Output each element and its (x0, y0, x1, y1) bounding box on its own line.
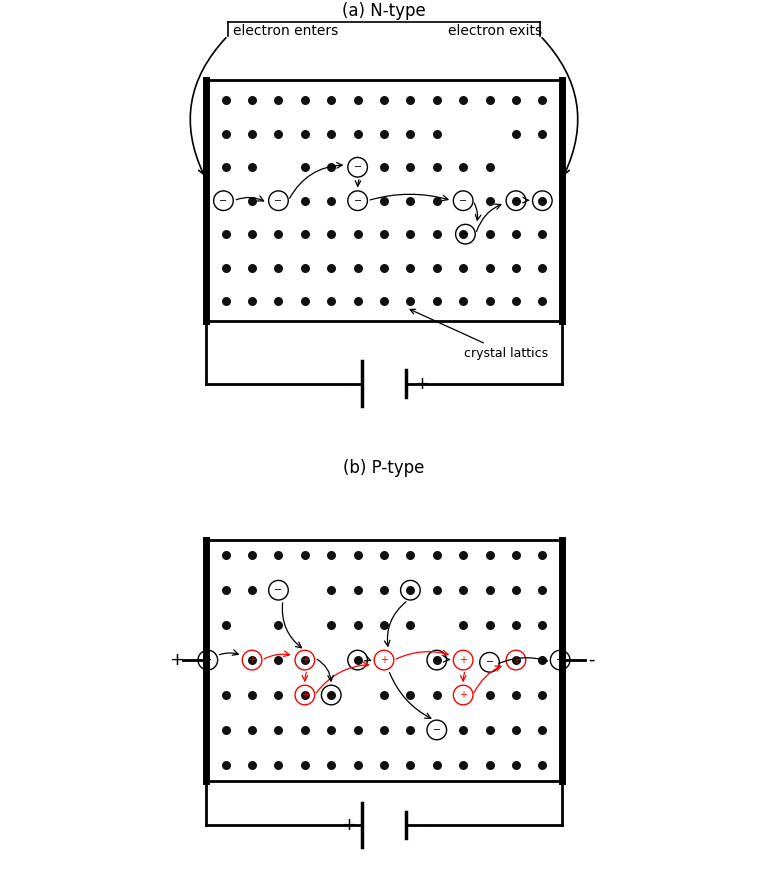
Text: +: + (459, 655, 467, 665)
Text: −: − (462, 229, 469, 239)
Bar (206, 80, 562, 321)
Text: −: − (556, 655, 564, 665)
Text: −: − (353, 195, 362, 206)
Text: -: - (588, 651, 594, 669)
Text: (a) N-type: (a) N-type (342, 2, 426, 21)
Text: −: − (274, 195, 283, 206)
Text: −: − (327, 690, 336, 700)
Bar (206, 540, 562, 780)
Text: −: − (204, 655, 212, 665)
Text: -: - (419, 816, 425, 834)
Text: +: + (301, 690, 309, 700)
Text: +: + (512, 655, 520, 665)
Text: −: − (406, 585, 415, 595)
Text: +: + (380, 655, 388, 665)
Text: electron exits: electron exits (449, 24, 542, 38)
Text: −: − (274, 585, 283, 595)
Text: +: + (341, 816, 356, 834)
Text: crystal lattics: crystal lattics (410, 310, 548, 359)
Text: +: + (169, 651, 184, 669)
Text: +: + (301, 655, 309, 665)
Text: +: + (248, 655, 256, 665)
Text: electron enters: electron enters (233, 24, 339, 38)
Text: +: + (459, 690, 467, 700)
Text: −: − (512, 195, 520, 206)
Text: −: − (432, 655, 441, 665)
Text: -: - (345, 375, 352, 392)
Text: −: − (220, 195, 227, 206)
Text: −: − (432, 725, 441, 735)
Text: −: − (485, 657, 494, 667)
Text: −: − (538, 195, 546, 206)
Text: −: − (353, 655, 362, 665)
Text: −: − (459, 195, 467, 206)
Text: +: + (415, 375, 429, 392)
Text: −: − (353, 162, 362, 172)
Text: (b) P-type: (b) P-type (343, 459, 425, 477)
